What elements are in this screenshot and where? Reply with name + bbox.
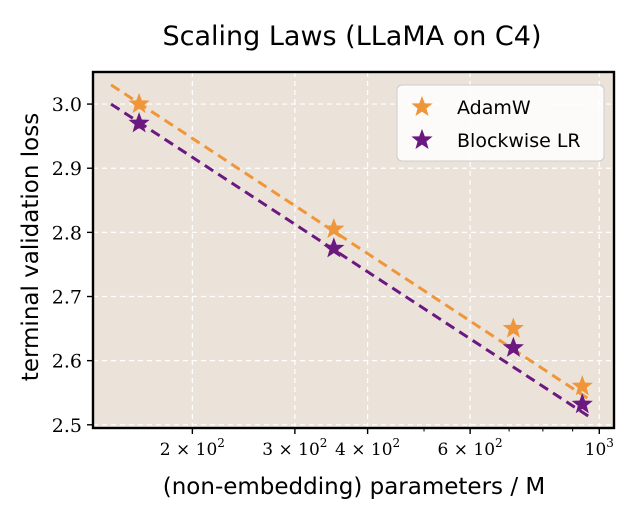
chart-title: Scaling Laws (LLaMA on C4) <box>163 21 542 52</box>
y-axis-ticks: 2.5 2.6 2.7 2.8 2.9 3.0 <box>52 94 93 437</box>
x-tick-label: 4 × 102 <box>335 436 400 460</box>
data-point <box>323 237 345 258</box>
legend-marker <box>411 95 433 117</box>
data-point <box>128 112 150 133</box>
plot-frame <box>91 70 616 430</box>
x-tick-label: 2 × 102 <box>160 436 225 460</box>
y-tick-label: 2.8 <box>52 222 82 244</box>
data-point <box>502 317 524 338</box>
legend-label: AdamW <box>457 97 531 119</box>
x-tick-label: 3 × 102 <box>262 436 327 460</box>
y-tick-label: 2.9 <box>52 158 82 180</box>
x-axis-label: (non-embedding) parameters / M <box>163 474 545 500</box>
x-tick-label: 103 <box>585 436 614 460</box>
y-tick-label: 2.6 <box>52 351 82 373</box>
series-layer <box>110 83 593 418</box>
legend-box <box>396 84 605 162</box>
data-point <box>323 218 345 239</box>
y-tick-label: 2.7 <box>52 287 82 309</box>
y-tick-label: 2.5 <box>52 415 82 437</box>
legend-label: Blockwise LR <box>457 130 581 152</box>
data-point <box>502 336 524 357</box>
data-point <box>128 92 150 114</box>
legend: AdamW Blockwise LR <box>396 84 605 162</box>
legend-marker <box>411 128 433 150</box>
y-axis-label: terminal validation loss <box>18 113 44 381</box>
x-tick-label: 6 × 102 <box>438 436 503 460</box>
y-tick-label: 3.0 <box>52 94 82 116</box>
series-1 <box>110 102 593 418</box>
series-0 <box>110 83 593 401</box>
data-point <box>571 375 593 396</box>
data-point <box>571 393 593 414</box>
x-axis-ticks: 2 × 102 3 × 102 4 × 102 6 × 102 103 <box>160 428 614 460</box>
